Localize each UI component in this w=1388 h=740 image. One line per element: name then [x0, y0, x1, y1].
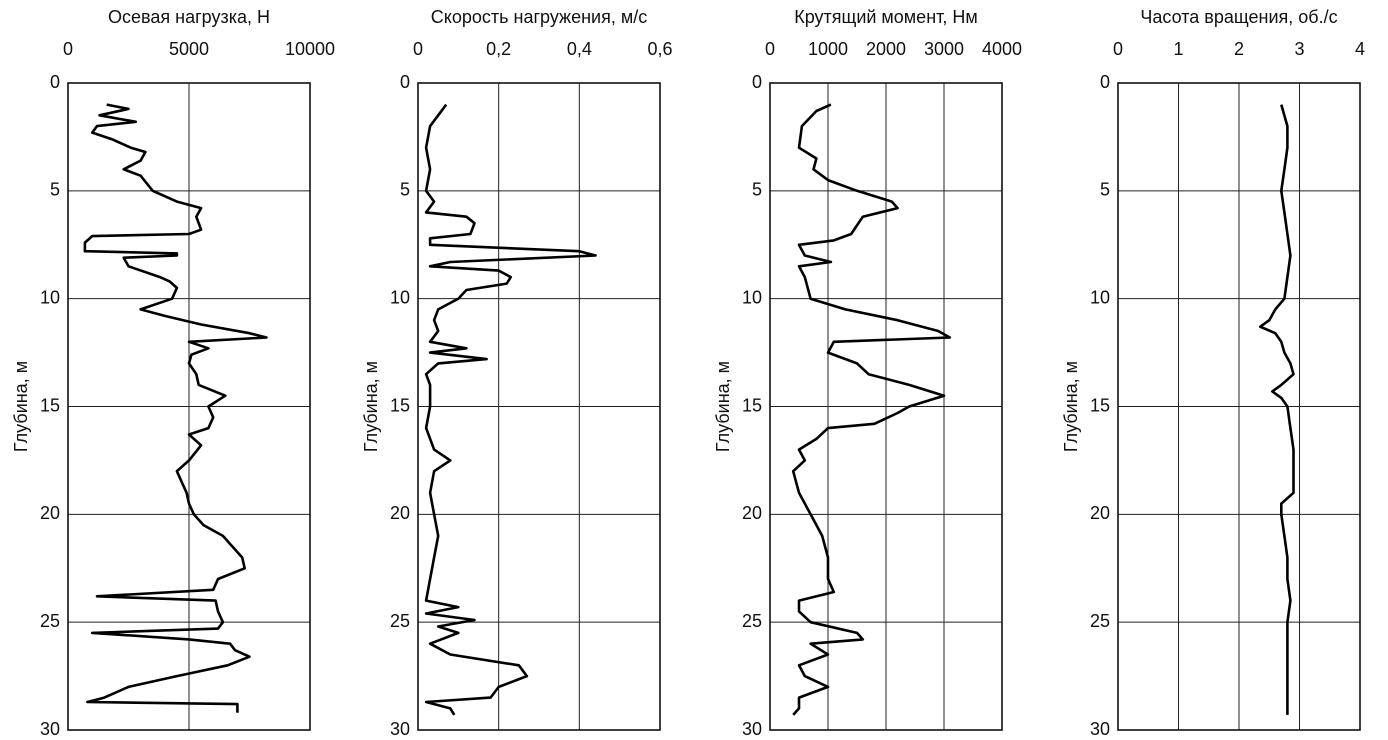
x-tick-label: 5000 — [169, 39, 209, 59]
y-axis-label: Глубина, м — [11, 361, 31, 452]
y-tick-label: 15 — [390, 395, 410, 415]
plot-frame — [417, 82, 661, 731]
y-tick-label: 30 — [40, 719, 60, 739]
plot-frame — [769, 82, 1003, 731]
y-tick-label: 5 — [1100, 180, 1110, 200]
plot-frame — [1117, 82, 1361, 731]
data-line — [83, 103, 268, 713]
x-tick-label: 3 — [1294, 39, 1304, 59]
x-tick-label: 3000 — [924, 39, 964, 59]
x-tick-label: 0,2 — [486, 39, 511, 59]
x-tick-label: 2 — [1234, 39, 1244, 59]
x-tick-label: 1 — [1173, 39, 1183, 59]
y-tick-label: 20 — [390, 503, 410, 523]
y-axis-label: Глубина, м — [1061, 361, 1081, 452]
y-tick-label: 20 — [742, 503, 762, 523]
x-tick-label: 0 — [765, 39, 775, 59]
x-tick-label: 4000 — [982, 39, 1022, 59]
chart-title: Осевая нагрузка, Н — [108, 7, 270, 27]
y-tick-label: 30 — [1090, 719, 1110, 739]
y-axis-label: Глубина, м — [713, 361, 733, 452]
y-tick-label: 5 — [50, 180, 60, 200]
data-line — [791, 103, 952, 716]
data-line — [424, 103, 597, 716]
x-tick-label: 0 — [1113, 39, 1123, 59]
y-tick-label: 10 — [390, 287, 410, 307]
x-tick-label: 2000 — [866, 39, 906, 59]
y-tick-label: 15 — [1090, 395, 1110, 415]
x-tick-label: 0,6 — [647, 39, 672, 59]
chart-title: Крутящий момент, Нм — [794, 7, 978, 27]
chart-title: Скорость нагружения, м/с — [431, 7, 647, 27]
y-tick-label: 15 — [742, 395, 762, 415]
y-tick-label: 20 — [40, 503, 60, 523]
y-tick-label: 20 — [1090, 503, 1110, 523]
plot-frame — [67, 82, 311, 731]
y-tick-label: 15 — [40, 395, 60, 415]
y-tick-label: 30 — [742, 719, 762, 739]
x-tick-label: 0 — [63, 39, 73, 59]
x-tick-label: 10000 — [285, 39, 335, 59]
x-tick-label: 0 — [413, 39, 423, 59]
y-tick-label: 5 — [400, 180, 410, 200]
y-tick-label: 25 — [390, 611, 410, 631]
y-tick-label: 0 — [752, 72, 762, 92]
y-tick-label: 25 — [742, 611, 762, 631]
chart-title: Часота вращения, об./с — [1140, 7, 1337, 27]
x-tick-label: 4 — [1355, 39, 1365, 59]
x-tick-label: 1000 — [808, 39, 848, 59]
y-tick-label: 10 — [1090, 287, 1110, 307]
y-tick-label: 10 — [742, 287, 762, 307]
x-tick-label: 0,4 — [567, 39, 592, 59]
y-tick-label: 5 — [752, 180, 762, 200]
y-tick-label: 0 — [1100, 72, 1110, 92]
y-tick-label: 30 — [390, 719, 410, 739]
y-tick-label: 0 — [400, 72, 410, 92]
data-line — [1258, 104, 1295, 715]
y-tick-label: 25 — [40, 611, 60, 631]
y-tick-label: 0 — [50, 72, 60, 92]
y-tick-label: 25 — [1090, 611, 1110, 631]
y-axis-label: Глубина, м — [361, 361, 381, 452]
y-tick-label: 10 — [40, 287, 60, 307]
